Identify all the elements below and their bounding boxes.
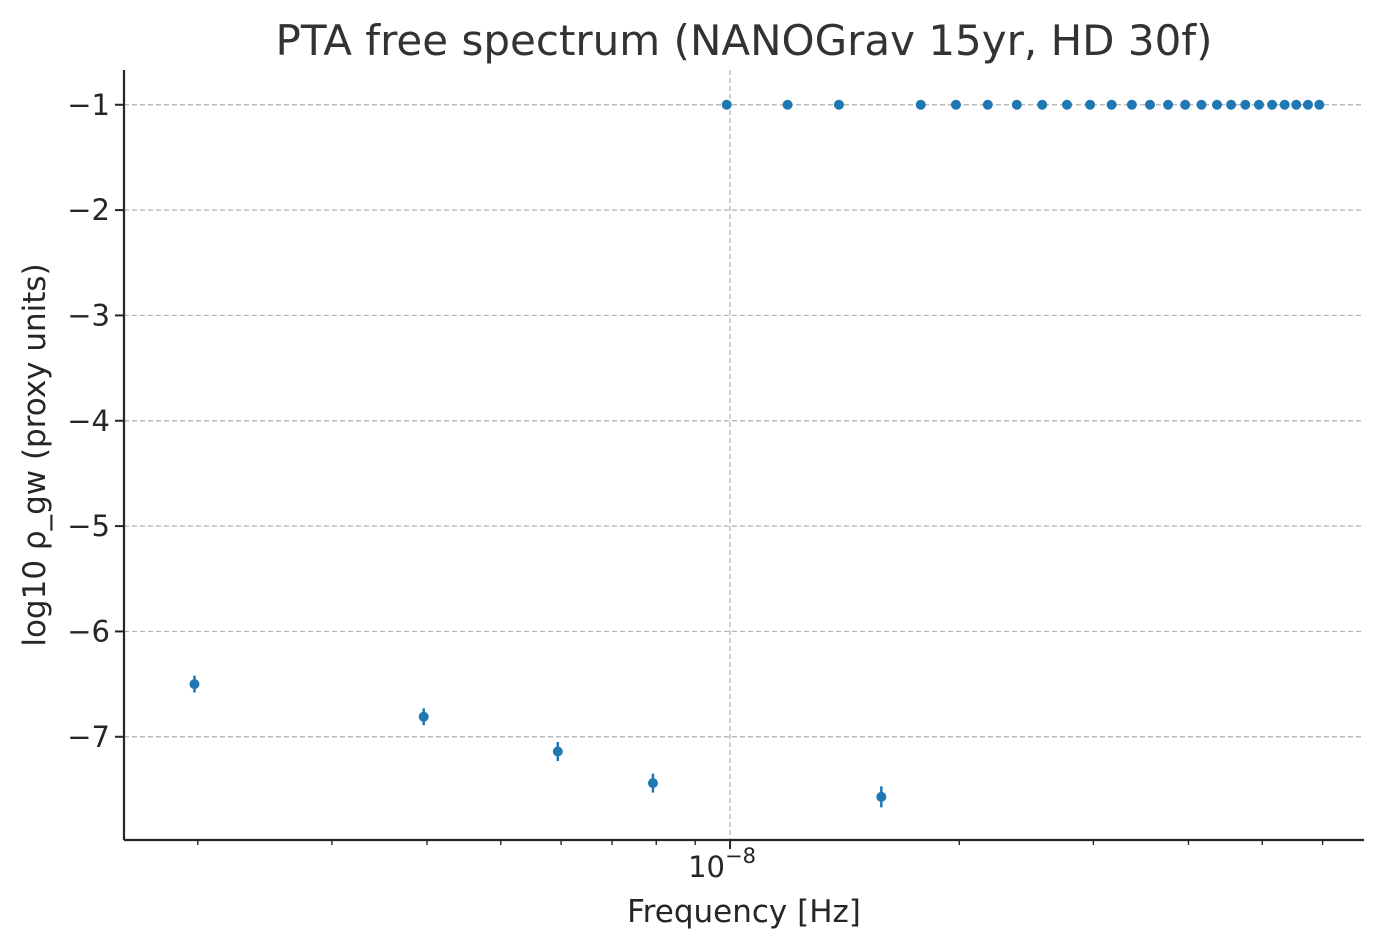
y-tick-label: −1 <box>67 88 110 122</box>
data-point <box>418 711 429 722</box>
axes <box>122 70 1364 842</box>
data-point <box>1226 99 1237 110</box>
data-point <box>950 99 961 110</box>
y-tick-label: −5 <box>67 509 110 543</box>
y-tick-label: −6 <box>67 614 110 648</box>
ticks: −1 −2 −3 −4 −5 −6 −7 10−8 <box>67 88 1324 884</box>
data-point <box>982 99 993 110</box>
data-point <box>1196 99 1207 110</box>
y-tick-label: −4 <box>67 404 110 438</box>
data-point <box>1085 99 1096 110</box>
data-point <box>1267 99 1278 110</box>
data-point <box>189 679 200 690</box>
y-axis-label: log10 ρ_gw (proxy units) <box>17 263 53 646</box>
y-tick-label: −7 <box>67 720 110 754</box>
data-point <box>833 99 844 110</box>
data-point <box>552 746 563 757</box>
data-point <box>1314 99 1325 110</box>
data-point <box>1240 99 1251 110</box>
data-point <box>1253 99 1264 110</box>
data-points <box>189 99 1325 808</box>
y-tick-label: −3 <box>67 298 110 332</box>
grid <box>124 70 1364 840</box>
data-point <box>1163 99 1174 110</box>
data-point <box>1279 99 1290 110</box>
data-point <box>1212 99 1223 110</box>
y-tick-label: −2 <box>67 193 110 227</box>
data-point <box>1126 99 1137 110</box>
data-point <box>1011 99 1022 110</box>
chart-title: PTA free spectrum (NANOGrav 15yr, HD 30f… <box>276 16 1213 65</box>
data-point <box>1037 99 1048 110</box>
data-point <box>1144 99 1155 110</box>
data-point <box>1180 99 1191 110</box>
data-point <box>782 99 793 110</box>
data-point <box>1291 99 1302 110</box>
data-point <box>876 791 887 802</box>
data-point <box>647 778 658 789</box>
data-point <box>1302 99 1313 110</box>
data-point <box>1061 99 1072 110</box>
data-point <box>721 99 732 110</box>
x-tick-label: 10−8 <box>688 844 756 884</box>
x-axis-label: Frequency [Hz] <box>627 894 861 930</box>
data-point <box>1106 99 1117 110</box>
data-point <box>915 99 926 110</box>
